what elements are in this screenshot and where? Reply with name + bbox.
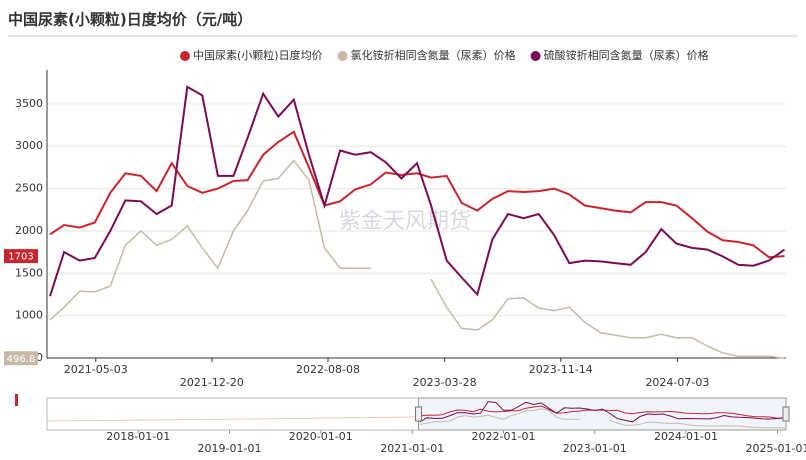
y-tick-label: 1500 (15, 266, 43, 279)
x-tick-label: 2023-03-28 (413, 376, 477, 389)
x-tick-label: 2022-08-08 (296, 363, 360, 376)
end-badge (4, 351, 38, 366)
x-tick-label: 2023-11-14 (529, 363, 593, 376)
end-badge-label: 496.8 (7, 354, 36, 365)
navigator-handle[interactable] (415, 406, 422, 422)
series-line (49, 130, 785, 259)
legend-label[interactable]: 硫酸铵折相同含氮量（尿素）价格 (544, 48, 709, 62)
series-line (49, 85, 786, 297)
navigator-line (419, 408, 786, 429)
series-line (49, 159, 785, 360)
chart-title: 中国尿素(小颗粒)日度均价（元/吨） (8, 11, 252, 29)
navigator-history (46, 416, 419, 422)
x-tick-label: 2021-12-20 (180, 376, 244, 389)
x-tick-label: 2024-07-03 (645, 376, 709, 389)
y-tick-label: 2000 (15, 224, 43, 237)
end-badge-label: 1703 (8, 252, 33, 263)
y-tick-label: 2500 (15, 182, 43, 195)
navigator-tick-label: 2022-01-01 (472, 430, 536, 443)
nav-icon (15, 394, 18, 406)
y-tick-label: 1000 (15, 309, 43, 322)
watermark: 紫金天风期货 (339, 209, 471, 234)
legend-label[interactable]: 中国尿素(小颗粒)日度均价 (193, 48, 323, 62)
legend-marker (530, 51, 541, 61)
legend-marker (180, 51, 190, 61)
x-tick-label: 2021-05-03 (64, 363, 128, 376)
legend-marker (337, 51, 348, 61)
legend-label[interactable]: 氯化铵折相同含氮量（尿素）价格 (351, 48, 516, 62)
navigator-tick-label: 2021-01-01 (380, 442, 444, 455)
y-tick-label: 3000 (15, 139, 43, 152)
navigator-tick-label: 2019-01-01 (198, 442, 262, 455)
navigator-selection (418, 397, 787, 431)
navigator-line (419, 401, 786, 423)
navigator-tick-label: 2018-01-01 (106, 430, 170, 443)
navigator-handle[interactable] (782, 406, 790, 422)
navigator-tick-label: 2023-01-01 (563, 442, 627, 455)
navigator-tick-label: 2024-01-01 (654, 430, 718, 443)
navigator-line (419, 405, 786, 419)
end-badge (4, 249, 38, 264)
y-tick-label: 3500 (15, 97, 43, 110)
navigator-tick-label: 2020-01-01 (289, 430, 353, 443)
navigator-tick-label: 2025-01-01 (746, 442, 806, 455)
